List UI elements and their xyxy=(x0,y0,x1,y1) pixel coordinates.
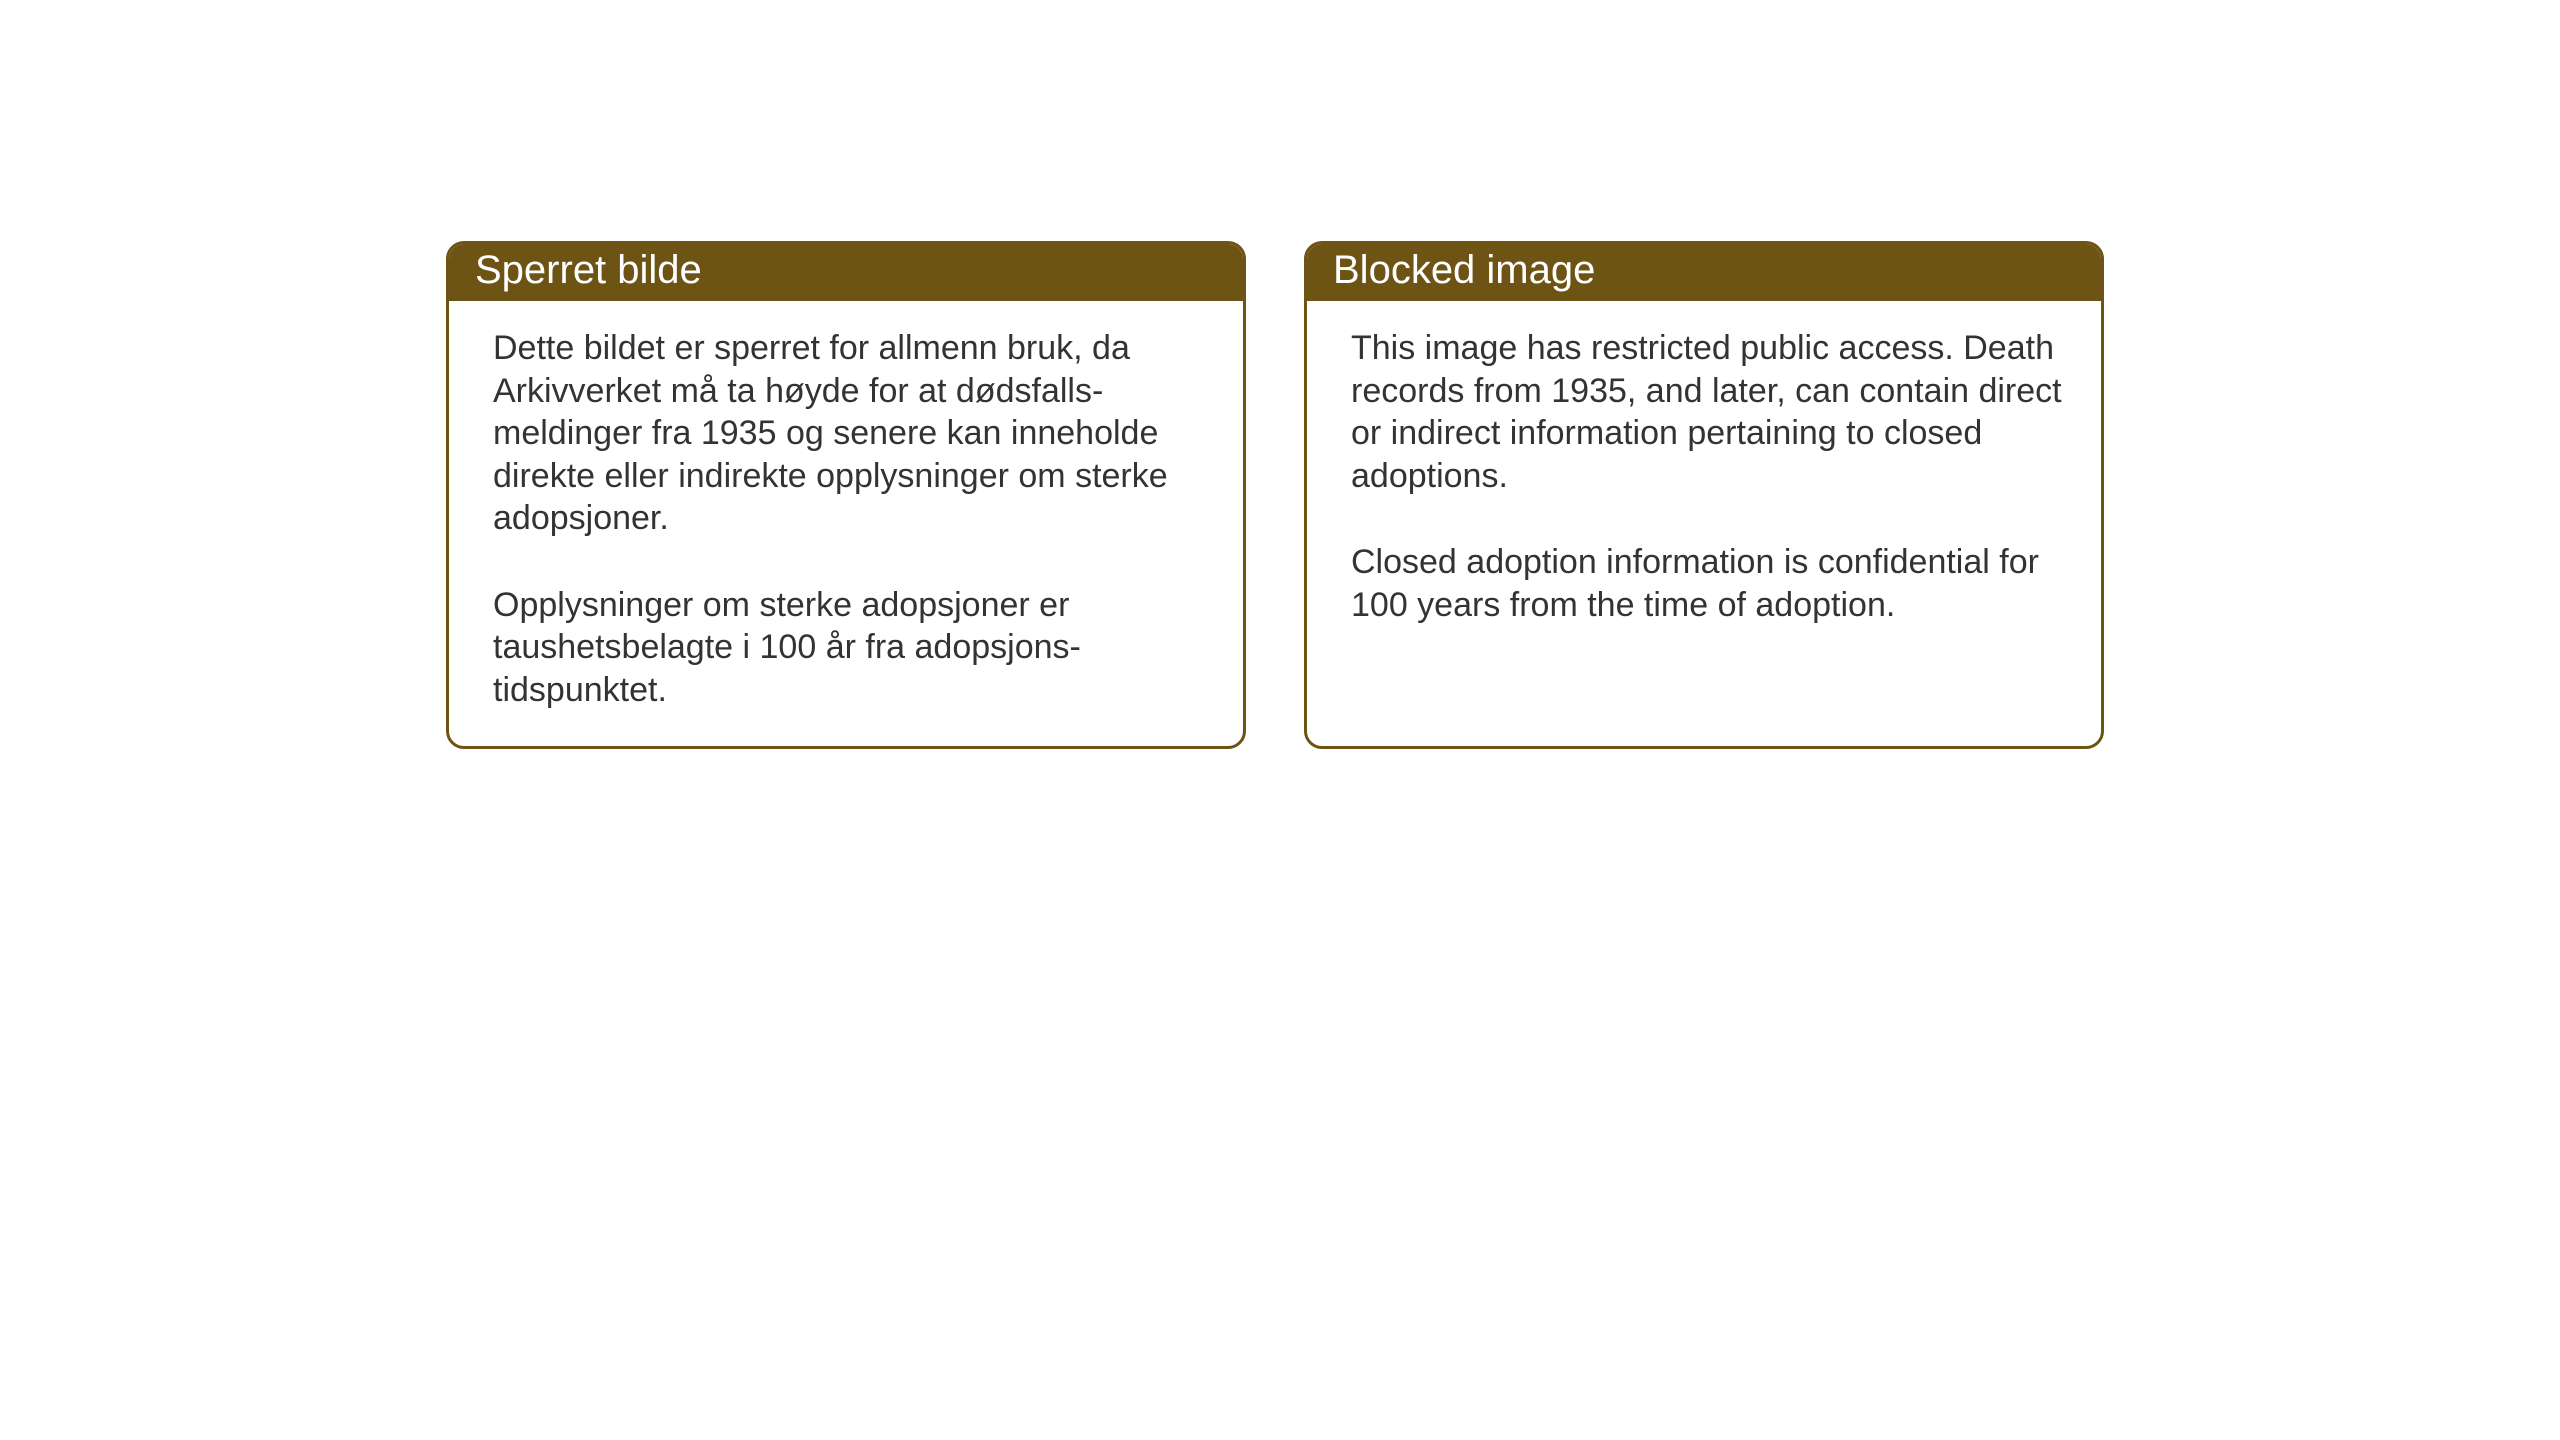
card-header-norwegian: Sperret bilde xyxy=(449,244,1243,301)
paragraph-norwegian-1: Dette bildet er sperret for allmenn bruk… xyxy=(493,327,1205,540)
paragraph-english-2: Closed adoption information is confident… xyxy=(1351,541,2063,626)
cards-container: Sperret bilde Dette bildet er sperret fo… xyxy=(446,241,2104,749)
card-title-english: Blocked image xyxy=(1333,248,1595,292)
card-english: Blocked image This image has restricted … xyxy=(1304,241,2104,749)
paragraph-norwegian-2: Opplysninger om sterke adopsjoner er tau… xyxy=(493,584,1205,712)
card-body-norwegian: Dette bildet er sperret for allmenn bruk… xyxy=(449,301,1243,737)
card-title-norwegian: Sperret bilde xyxy=(475,248,702,292)
card-body-english: This image has restricted public access.… xyxy=(1307,301,2101,652)
card-norwegian: Sperret bilde Dette bildet er sperret fo… xyxy=(446,241,1246,749)
paragraph-english-1: This image has restricted public access.… xyxy=(1351,327,2063,497)
card-header-english: Blocked image xyxy=(1307,244,2101,301)
